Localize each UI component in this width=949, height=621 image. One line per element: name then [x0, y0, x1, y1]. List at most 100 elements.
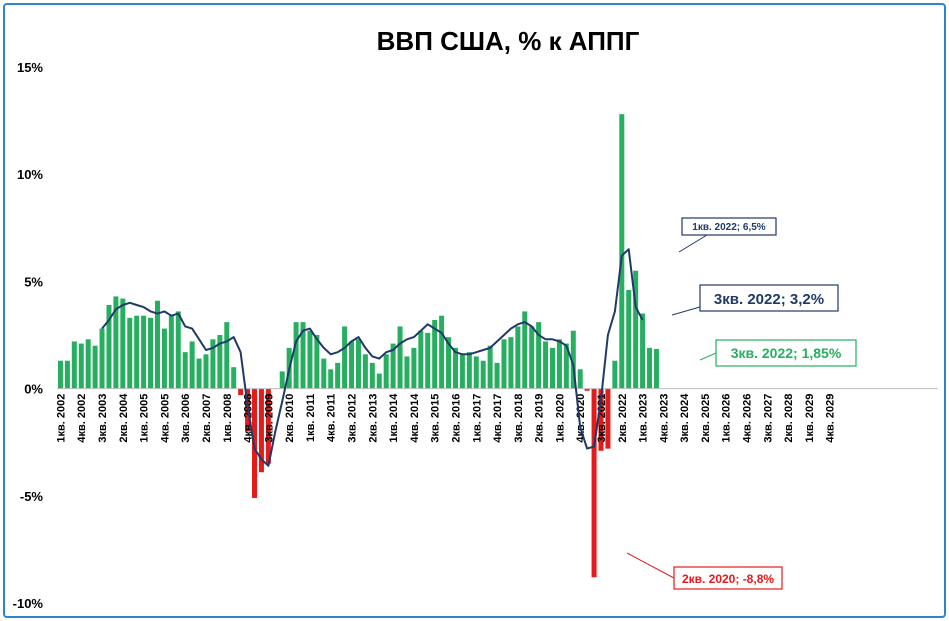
bar	[335, 362, 341, 389]
y-tick-label: 0%	[24, 382, 43, 397]
bar	[279, 371, 285, 389]
bar	[314, 335, 320, 389]
bar	[64, 360, 70, 389]
trend-line-series	[101, 248, 644, 467]
bar	[529, 326, 535, 389]
bar	[321, 358, 327, 389]
bar	[300, 322, 306, 389]
bar	[612, 360, 618, 389]
bar	[355, 339, 361, 389]
x-tick-label: 4кв. 2023	[658, 394, 670, 443]
annotation-box	[681, 217, 777, 236]
bar	[425, 332, 431, 389]
bar	[224, 322, 230, 389]
x-tick-label: 2кв. 2013	[367, 394, 379, 443]
bar-series	[57, 114, 659, 578]
bar	[626, 289, 632, 389]
x-tick-label: 4кв. 2017	[492, 394, 504, 443]
bar	[85, 339, 91, 389]
x-tick-label: 1кв. 2023	[638, 394, 650, 443]
x-tick-label: 1кв. 2008	[222, 394, 234, 443]
bar	[265, 388, 271, 464]
bar	[633, 270, 639, 389]
x-tick-label: 4кв. 2029	[825, 394, 837, 443]
chart-title: ВВП США, % к АППГ	[377, 26, 640, 56]
bar	[522, 311, 528, 389]
bar	[189, 341, 195, 389]
annotation-leader	[678, 234, 708, 253]
x-tick-label: 2кв. 2016	[450, 394, 462, 443]
bar	[640, 313, 646, 389]
bar	[203, 354, 209, 389]
bar	[362, 354, 368, 389]
bar	[92, 345, 98, 389]
x-tick-label: 3кв. 2006	[180, 394, 192, 443]
x-tick-label: 1кв. 2014	[388, 393, 400, 443]
bar	[501, 339, 507, 389]
bar	[536, 322, 542, 389]
x-tick-label: 1кв. 2005	[139, 394, 151, 443]
x-tick-label: 4кв. 2014	[409, 393, 421, 443]
bar	[480, 360, 486, 389]
annotation-label: 2кв. 2020; -8,8%	[682, 572, 774, 586]
bar	[647, 347, 653, 389]
x-tick-label: 4кв. 2005	[159, 394, 171, 443]
bar	[307, 330, 313, 389]
bar	[487, 345, 493, 389]
bar	[404, 356, 410, 389]
x-tick-label: 3кв. 2018	[513, 394, 525, 443]
bar	[369, 362, 375, 389]
x-tick-label: 3кв. 2003	[97, 394, 109, 443]
bar	[258, 388, 264, 473]
bar	[376, 373, 382, 389]
y-tick-label: 15%	[17, 60, 43, 75]
x-tick-label: 1кв. 2002	[55, 394, 67, 443]
annotations: 1кв. 2022; 6,5% 3кв. 2022; 3,2% 3кв. 2022;…	[626, 217, 857, 590]
bar	[591, 388, 597, 578]
x-tick-label: 1кв. 2011	[305, 394, 317, 442]
bar	[549, 347, 555, 389]
x-tick-label: 3кв. 2015	[430, 394, 442, 443]
x-tick-label: 1кв. 2026	[721, 394, 733, 443]
annotation-label: 1кв. 2022; 6,5%	[692, 222, 766, 233]
bar	[653, 348, 659, 389]
bar	[598, 388, 604, 451]
bar	[168, 315, 174, 389]
x-tick-label: 3кв. 2021	[596, 394, 608, 443]
x-tick-label: 2кв. 2028	[783, 394, 795, 443]
bar	[328, 369, 334, 389]
bar	[390, 343, 396, 389]
annotation-leader	[671, 306, 701, 316]
bar	[584, 388, 590, 391]
annotation-box	[673, 566, 783, 590]
bar	[466, 352, 472, 389]
bar	[161, 328, 167, 389]
bar	[439, 315, 445, 389]
bar	[411, 347, 417, 389]
x-tick-label: 2кв. 2019	[534, 394, 546, 443]
bar	[148, 317, 154, 389]
annotation-box	[715, 339, 857, 367]
x-tick-label: 1кв. 2020	[554, 394, 566, 443]
bar	[619, 114, 625, 389]
bar	[397, 326, 403, 389]
bar	[113, 296, 119, 389]
bar	[563, 343, 569, 389]
x-tick-label: 2кв. 2010	[284, 394, 296, 443]
x-tick-label: 3кв. 2024	[679, 393, 691, 443]
bar	[210, 339, 216, 389]
y-tick-label: 10%	[17, 167, 43, 182]
bar	[432, 319, 438, 389]
x-tick-label: 2кв. 2007	[201, 394, 213, 443]
bar	[452, 347, 458, 389]
bar	[515, 326, 521, 389]
annotation-label: 3кв. 2022; 3,2%	[714, 291, 824, 308]
bar	[196, 358, 202, 389]
bar	[473, 356, 479, 389]
x-tick-label: 3кв. 2012	[347, 394, 359, 443]
bar	[106, 304, 112, 389]
bar	[99, 328, 105, 389]
bar	[459, 354, 465, 389]
x-tick-label: 3кв. 2009	[263, 394, 275, 443]
